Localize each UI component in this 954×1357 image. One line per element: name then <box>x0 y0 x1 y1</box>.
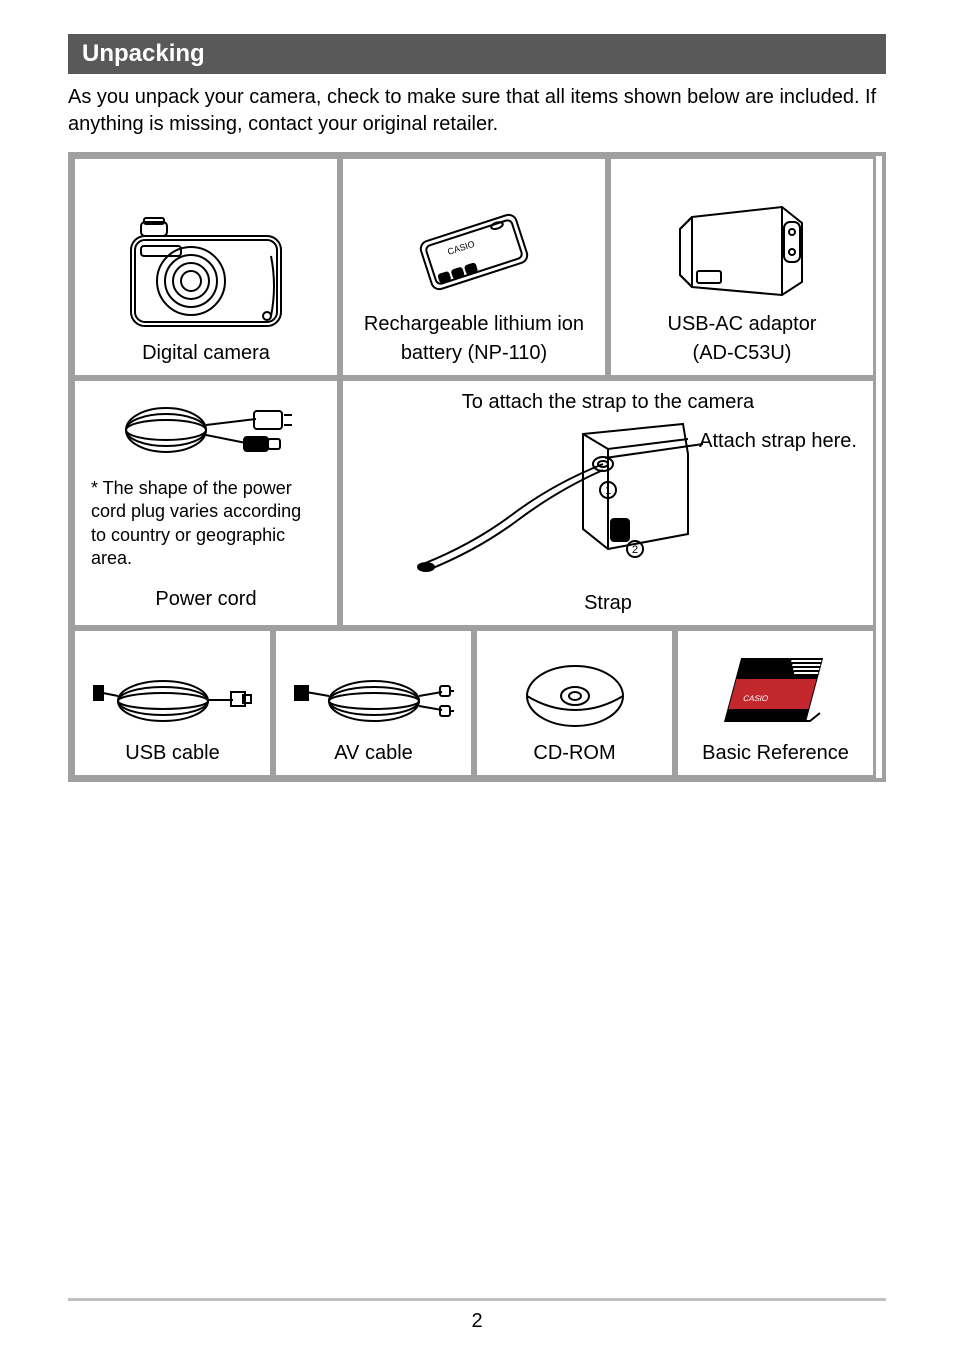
strap-side-label: Attach strap here. <box>699 430 857 453</box>
cell-powercord: * The shape of the power cord plug varie… <box>72 378 340 628</box>
strap-heading: To attach the strap to the camera <box>462 391 754 414</box>
av-caption: AV cable <box>334 742 413 765</box>
cell-camera: Digital camera <box>72 156 340 378</box>
cell-adaptor: USB-AC adaptor (AD-C53U) <box>608 156 876 378</box>
page-number: 2 <box>0 1310 954 1333</box>
battery-icon: CASIO <box>399 197 549 307</box>
strap-caption: Strap <box>584 592 632 615</box>
cell-basicref: CASIO Basic Reference <box>675 628 876 778</box>
camera-caption: Digital camera <box>142 342 270 365</box>
basicref-icon: CASIO <box>716 651 836 736</box>
cell-av: AV cable <box>273 628 474 778</box>
cdrom-caption: CD-ROM <box>533 742 615 765</box>
powercord-icon <box>116 395 296 465</box>
row-2: * The shape of the power cord plug varie… <box>72 378 882 628</box>
usb-cable-icon <box>93 666 253 736</box>
powercord-caption: Power cord <box>155 588 256 611</box>
svg-text:CASIO: CASIO <box>446 239 476 257</box>
cell-strap: To attach the strap to the camera <box>340 378 876 628</box>
cell-cdrom: CD-ROM <box>474 628 675 778</box>
usb-caption: USB cable <box>125 742 220 765</box>
items-grid: Digital camera CASIO Rechargeable lithi <box>68 152 886 782</box>
camera-icon <box>121 216 291 336</box>
footer-line <box>68 1298 886 1301</box>
battery-caption-l2: battery (NP-110) <box>401 342 547 365</box>
svg-text:CASIO: CASIO <box>742 694 769 703</box>
section-header: Unpacking <box>68 34 886 74</box>
cell-battery: CASIO Rechargeable lithium ion battery (… <box>340 156 608 378</box>
basicref-caption: Basic Reference <box>702 742 849 765</box>
adaptor-icon <box>662 187 822 307</box>
powercord-note: * The shape of the power cord plug varie… <box>87 477 325 571</box>
av-cable-icon <box>294 666 454 736</box>
row-1: Digital camera CASIO Rechargeable lithi <box>72 156 882 378</box>
battery-caption-l1: Rechargeable lithium ion <box>364 313 584 336</box>
row-3: USB cable AV cable <box>72 628 882 778</box>
adaptor-caption-l1: USB-AC adaptor <box>668 313 817 336</box>
adaptor-caption-l2: (AD-C53U) <box>693 342 792 365</box>
svg-text:1: 1 <box>605 485 611 497</box>
intro-text: As you unpack your camera, check to make… <box>68 84 886 138</box>
svg-text:2: 2 <box>632 544 638 556</box>
cell-usb: USB cable <box>72 628 273 778</box>
cdrom-icon <box>520 656 630 736</box>
